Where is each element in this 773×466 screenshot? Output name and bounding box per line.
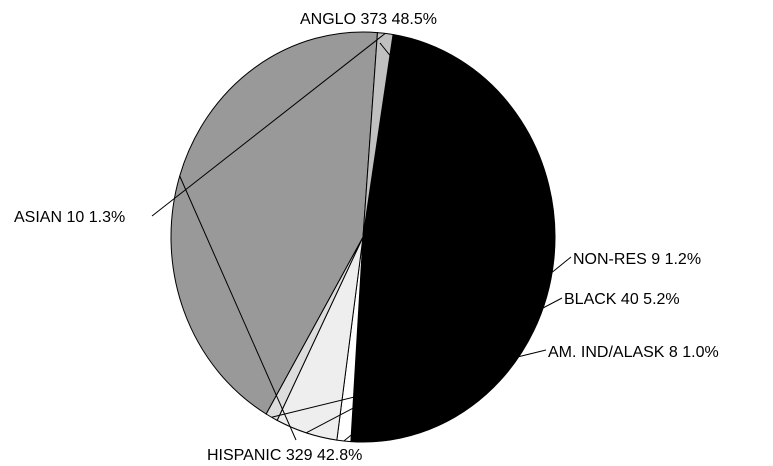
slice-label: BLACK 40 5.2%: [564, 291, 680, 308]
leader-line: [379, 42, 555, 260]
slice-count: 9: [651, 251, 664, 268]
slice-labels: ANGLO 373 48.5% NON-RES 9 1.2% BLACK 40 5.…: [14, 11, 719, 464]
pie-slices: [170, 31, 556, 443]
leader-line: [306, 297, 563, 434]
slice-label: ANGLO 373 48.5%: [300, 11, 437, 28]
slice-percent: 1.0%: [682, 344, 718, 361]
slice-name: ANGLO: [300, 11, 360, 28]
slice-count: 10: [66, 209, 88, 226]
slice-name: NON-RES: [573, 251, 651, 268]
slice-label: HISPANIC 329 42.8%: [207, 447, 362, 464]
leader-line: [179, 175, 297, 441]
slice-name: HISPANIC: [207, 447, 286, 464]
slice-label: AM. IND/ALASK 8 1.0%: [548, 344, 719, 361]
slice-percent: 1.3%: [89, 209, 125, 226]
slice-count: 329: [286, 447, 317, 464]
slice-name: BLACK: [564, 291, 621, 308]
slice-name: AM. IND/ALASK: [548, 344, 669, 361]
slice-percent: 5.2%: [643, 291, 679, 308]
slice-count: 373: [360, 11, 391, 28]
slice-name: ASIAN: [14, 209, 66, 226]
leader-lines: [151, 32, 572, 442]
leader-line: [271, 349, 547, 418]
slice-count: 8: [669, 344, 682, 361]
slice-percent: 48.5%: [392, 11, 437, 28]
slice-percent: 1.2%: [665, 251, 701, 268]
slice-label: ASIAN 10 1.3%: [14, 209, 125, 226]
leader-line: [343, 256, 572, 442]
slice-count: 40: [621, 291, 643, 308]
leader-line: [151, 32, 386, 217]
slice-percent: 42.8%: [317, 447, 362, 464]
slice-label: NON-RES 9 1.2%: [573, 251, 701, 268]
